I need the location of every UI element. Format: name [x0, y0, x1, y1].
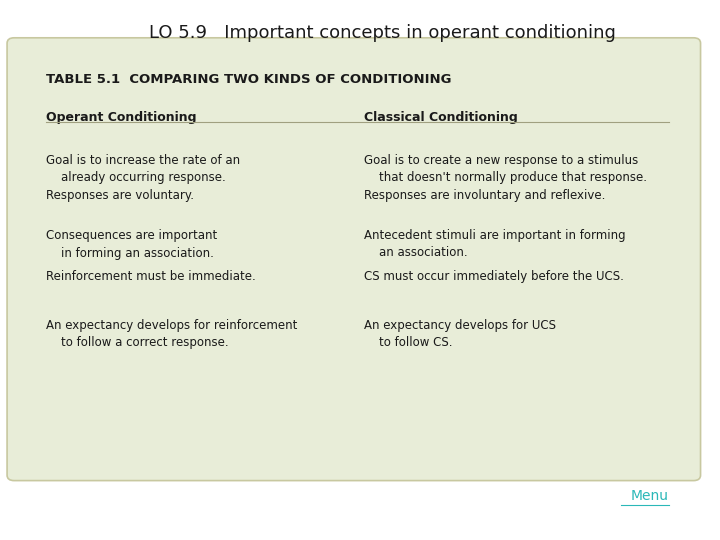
Text: Classical Conditioning: Classical Conditioning: [364, 111, 518, 124]
Text: LO 5.9   Important concepts in operant conditioning: LO 5.9 Important concepts in operant con…: [149, 24, 616, 42]
Text: Consequences are important
    in forming an association.: Consequences are important in forming an…: [46, 230, 217, 260]
Text: Menu: Menu: [631, 489, 669, 503]
Text: Operant Conditioning: Operant Conditioning: [46, 111, 197, 124]
FancyBboxPatch shape: [7, 38, 701, 481]
Text: Reinforcement must be immediate.: Reinforcement must be immediate.: [46, 270, 256, 283]
Text: Responses are voluntary.: Responses are voluntary.: [46, 189, 194, 202]
Text: Responses are involuntary and reflexive.: Responses are involuntary and reflexive.: [364, 189, 606, 202]
Text: An expectancy develops for reinforcement
    to follow a correct response.: An expectancy develops for reinforcement…: [46, 319, 297, 349]
Text: An expectancy develops for UCS
    to follow CS.: An expectancy develops for UCS to follow…: [364, 319, 557, 349]
Text: Antecedent stimuli are important in forming
    an association.: Antecedent stimuli are important in form…: [364, 230, 626, 260]
Text: Goal is to create a new response to a stimulus
    that doesn't normally produce: Goal is to create a new response to a st…: [364, 154, 647, 184]
Text: TABLE 5.1  COMPARING TWO KINDS OF CONDITIONING: TABLE 5.1 COMPARING TWO KINDS OF CONDITI…: [46, 73, 451, 86]
Text: Goal is to increase the rate of an
    already occurring response.: Goal is to increase the rate of an alrea…: [46, 154, 240, 184]
Text: CS must occur immediately before the UCS.: CS must occur immediately before the UCS…: [364, 270, 624, 283]
